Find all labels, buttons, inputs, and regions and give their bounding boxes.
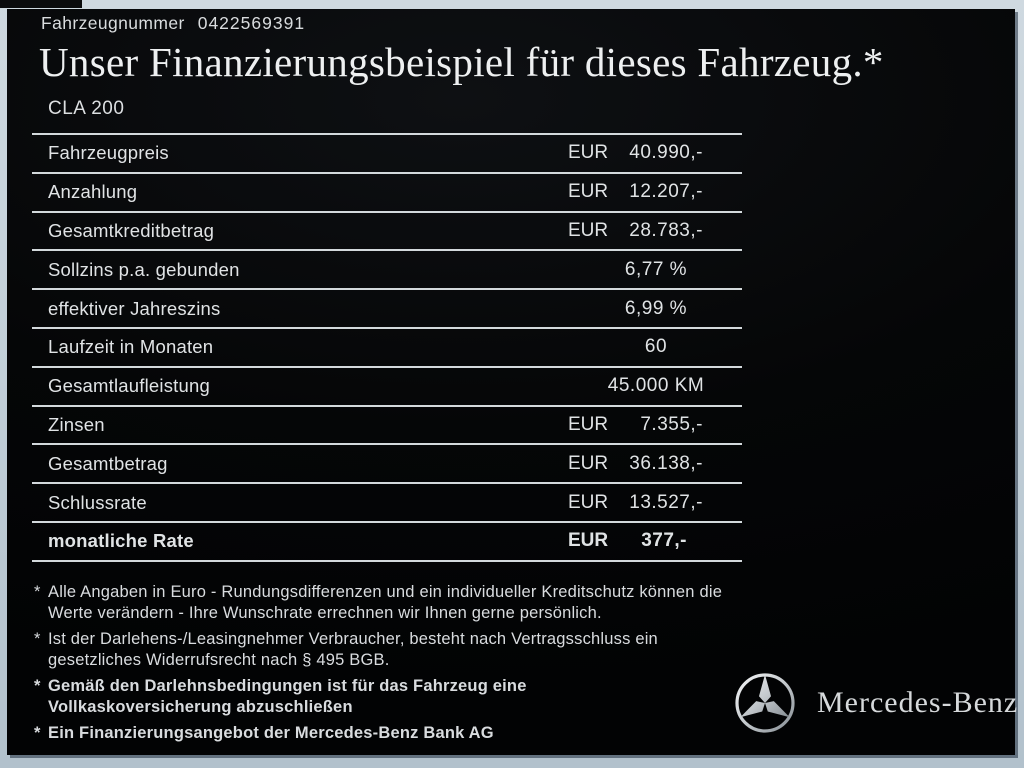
row-label: Anzahlung bbox=[48, 181, 138, 203]
row-currency: EUR bbox=[568, 142, 609, 164]
footnote-line: gesetzliches Widerrufsrecht nach § 495 B… bbox=[48, 651, 390, 669]
row-label: Gesamtkreditbetrag bbox=[48, 219, 215, 241]
row-currency: EUR bbox=[568, 413, 609, 435]
table-row: effektiver Jahreszins 6,99 % bbox=[32, 288, 742, 327]
row-value: 6,77 % bbox=[624, 258, 688, 280]
row-amount: 12.207,- bbox=[629, 181, 703, 203]
vehicle-number-line: Fahrzeugnummer 0422569391 bbox=[41, 13, 305, 34]
finance-sheet-panel: Fahrzeugnummer 0422569391 Unser Finanzier… bbox=[7, 9, 1018, 755]
footnote-text: Alle Angaben in Euro - Rundungsdifferenz… bbox=[48, 582, 722, 624]
footnote-text: Gemäß den Darlehnsbedingungen ist für da… bbox=[48, 676, 527, 718]
table-row: Gesamtlaufleistung 45.000 KM bbox=[32, 365, 742, 405]
table-row: Laufzeit in Monaten 60 bbox=[32, 326, 742, 366]
row-value: 60 bbox=[644, 336, 668, 358]
row-amount: 7.355,- bbox=[640, 413, 703, 435]
brand-name: Mercedes-Benz bbox=[817, 686, 1019, 719]
row-value: 6,99 % bbox=[624, 297, 688, 319]
row-currency: EUR bbox=[568, 181, 609, 203]
footnote-text: Ist der Darlehens-/Leasingnehmer Verbrau… bbox=[48, 629, 658, 671]
footnote: * Ist der Darlehens-/Leasingnehmer Verbr… bbox=[34, 629, 774, 671]
table-row: Schlussrate EUR 13.527,- bbox=[32, 482, 742, 521]
brand-block: Mercedes-Benz bbox=[733, 671, 1018, 735]
row-amount: 28.783,- bbox=[629, 219, 703, 241]
row-label: Sollzins p.a. gebunden bbox=[48, 258, 240, 280]
row-value: 45.000 KM bbox=[607, 375, 705, 397]
table-row: Gesamtkreditbetrag EUR 28.783,- bbox=[32, 210, 742, 250]
row-label: Gesamtlaufleistung bbox=[48, 375, 210, 397]
table-row: Fahrzeugpreis EUR 40.990,- bbox=[32, 133, 742, 172]
row-label: Fahrzeugpreis bbox=[48, 142, 169, 164]
row-currency: EUR bbox=[568, 219, 609, 241]
table-row: Gesamtbetrag EUR 36.138,- bbox=[32, 443, 742, 482]
row-label: Zinsen bbox=[48, 413, 105, 435]
row-label: monatliche Rate bbox=[48, 530, 194, 552]
vehicle-model: CLA 200 bbox=[48, 98, 125, 119]
row-label: Schlussrate bbox=[48, 491, 147, 513]
footnotes: * Alle Angaben in Euro - Rundungsdiffere… bbox=[34, 582, 774, 749]
footnote-marker: * bbox=[34, 677, 41, 695]
finance-table: Fahrzeugpreis EUR 40.990,- Anzahlung EUR… bbox=[32, 133, 742, 562]
footnote-line: Gemäß den Darlehnsbedingungen ist für da… bbox=[48, 677, 527, 695]
row-currency: EUR bbox=[568, 491, 609, 513]
footnote-marker: * bbox=[34, 583, 41, 601]
mercedes-star-icon bbox=[733, 671, 797, 735]
footnote-line: Ein Finanzierungsangebot der Mercedes-Be… bbox=[48, 724, 494, 742]
table-row-monthly-rate: monatliche Rate EUR 377,- bbox=[32, 520, 742, 560]
footnote-text: Ein Finanzierungsangebot der Mercedes-Be… bbox=[48, 723, 494, 744]
footnote-line: Ist der Darlehens-/Leasingnehmer Verbrau… bbox=[48, 630, 658, 648]
footnote-line: Werte verändern - Ihre Wunschrate errech… bbox=[48, 604, 602, 622]
vehicle-number-label: Fahrzeugnummer bbox=[41, 13, 185, 33]
table-row: Anzahlung EUR 12.207,- bbox=[32, 171, 742, 211]
footnote-line: Alle Angaben in Euro - Rundungsdifferenz… bbox=[48, 583, 723, 601]
footnote-line: Vollkaskoversicherung abzuschließen bbox=[48, 698, 353, 716]
row-label: Laufzeit in Monaten bbox=[48, 336, 214, 358]
row-amount: 40.990,- bbox=[629, 142, 703, 164]
table-row: Sollzins p.a. gebunden 6,77 % bbox=[32, 249, 742, 288]
row-amount: 13.527,- bbox=[629, 491, 703, 513]
footnote: * Ein Finanzierungsangebot der Mercedes-… bbox=[34, 723, 774, 744]
row-currency: EUR bbox=[568, 530, 609, 552]
row-amount: 377,- bbox=[641, 530, 687, 552]
photo-edge-notch bbox=[0, 0, 82, 8]
table-row: Zinsen EUR 7.355,- bbox=[32, 404, 742, 444]
page-title: Unser Finanzierungsbeispiel für dieses F… bbox=[39, 39, 884, 85]
row-label: effektiver Jahreszins bbox=[48, 297, 221, 319]
footnote: * Gemäß den Darlehnsbedingungen ist für … bbox=[34, 676, 774, 718]
footnote-marker: * bbox=[34, 724, 41, 742]
row-currency: EUR bbox=[568, 452, 609, 474]
vehicle-number-value: 0422569391 bbox=[197, 13, 306, 33]
row-amount: 36.138,- bbox=[629, 452, 703, 474]
row-label: Gesamtbetrag bbox=[48, 452, 168, 474]
footnote-marker: * bbox=[34, 630, 41, 648]
footnote: * Alle Angaben in Euro - Rundungsdiffere… bbox=[34, 582, 774, 624]
